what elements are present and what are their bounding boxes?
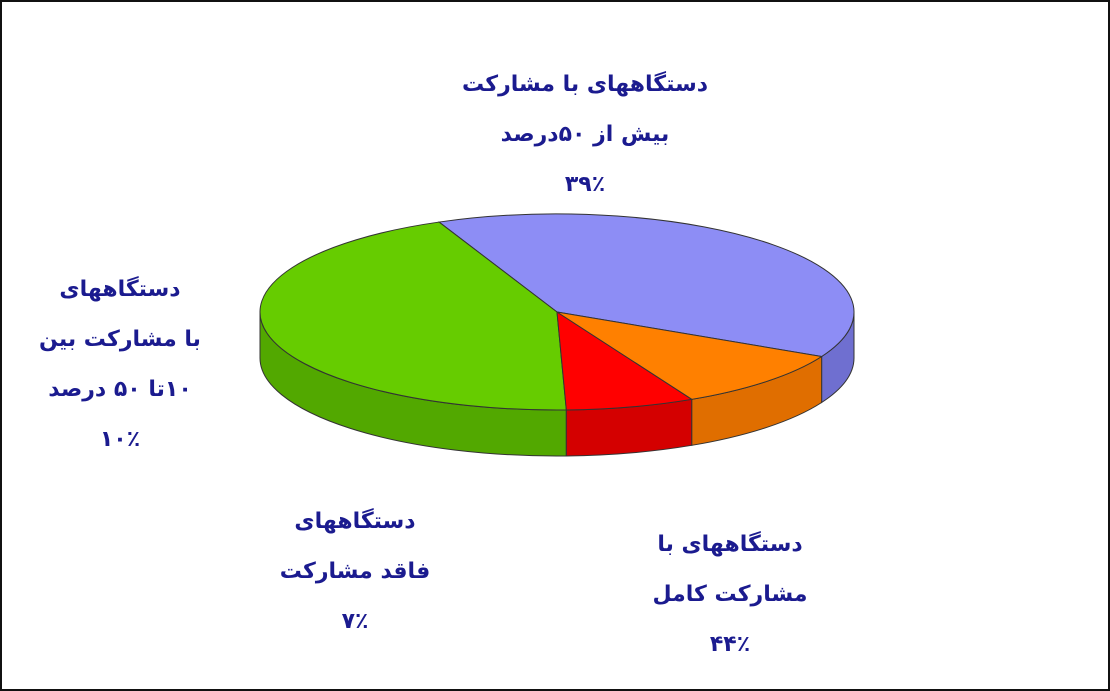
- slice-label-line: با مشارکت بین: [39, 327, 201, 352]
- slice-label-line: دستگاههای: [59, 277, 181, 302]
- slice-label-full: دستگاههای با مشارکت کامل ۴۴٪: [630, 520, 830, 670]
- slice-label-none: دستگاههای فاقد مشارکت ۷٪: [255, 497, 455, 647]
- pie-slice-none: [556, 311, 694, 411]
- slice-label-partial-low: دستگاههای با مشارکت بین ۱۰تا ۵۰ درصد ۱۰٪: [20, 265, 220, 465]
- slice-label-line: بیش از ۵۰درصد: [500, 122, 670, 147]
- slice-label-line: مشارکت کامل: [652, 582, 808, 607]
- pie-slice-partial-low: [556, 311, 823, 400]
- slice-label-line: ۱۰تا ۵۰ درصد: [48, 377, 192, 402]
- slice-label-line: فاقد مشارکت: [279, 559, 431, 584]
- slice-label-line: دستگاههای با مشارکت: [461, 72, 709, 97]
- slice-percent: ۴۴٪: [709, 632, 751, 657]
- slice-percent: ۳۹٪: [564, 172, 606, 197]
- pie-slice-partial-high: [437, 213, 855, 358]
- slice-label-line: دستگاههای با: [657, 532, 803, 557]
- slice-percent: ۱۰٪: [99, 427, 141, 452]
- pie-slice-full: [259, 221, 567, 411]
- pie-tops: [259, 213, 855, 411]
- pie-sides: [259, 311, 855, 457]
- slice-percent: ۷٪: [341, 609, 369, 634]
- slice-label-line: دستگاههای: [294, 509, 416, 534]
- slice-label-partial-high: دستگاههای با مشارکت بیش از ۵۰درصد ۳۹٪: [455, 60, 715, 210]
